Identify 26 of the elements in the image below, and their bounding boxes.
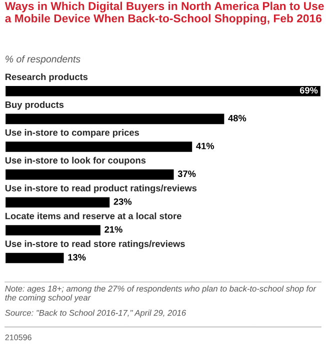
bar [4,140,194,154]
bar [4,252,66,265]
data-label: 23% [114,198,132,205]
data-label: 41% [196,142,214,150]
data-label: 13% [68,254,86,261]
y-tick-label: Use in-store to look for coupons [5,156,146,166]
bar [4,224,102,237]
y-tick-label: Use in-store to compare prices [5,129,139,138]
chart-subtitle: % of respondents [6,55,80,64]
bar [4,84,322,98]
data-label: 69% [300,87,318,94]
y-tick-label: Buy products [6,101,64,110]
data-label: 48% [228,114,246,122]
y-tick-label: Use in-store to read product ratings/reviews [5,184,197,194]
y-tick-label: Locate items and reserve at a local store [6,212,182,220]
bar [4,112,226,126]
data-label: 37% [178,170,196,178]
chart-title: Ways in Which Digital Buyers in North America Plan to Use a Mobile Device When Back-to-School Shopping, Feb 2016 [4,2,324,25]
text: 210596 [5,334,32,340]
bar [4,168,176,182]
y-tick-label: Use in-store to read store ratings/reviews [5,240,185,249]
source-note: Source: "Back to School 2016-17," April 29, 2016 [5,310,186,318]
data-label: 21% [104,226,122,233]
bar [4,196,111,209]
y-tick-label: Research products [6,73,88,82]
text: Note: ages 18+; among the 27% of respondents who plan to back-to-school shop for the coming school year [5,285,316,302]
